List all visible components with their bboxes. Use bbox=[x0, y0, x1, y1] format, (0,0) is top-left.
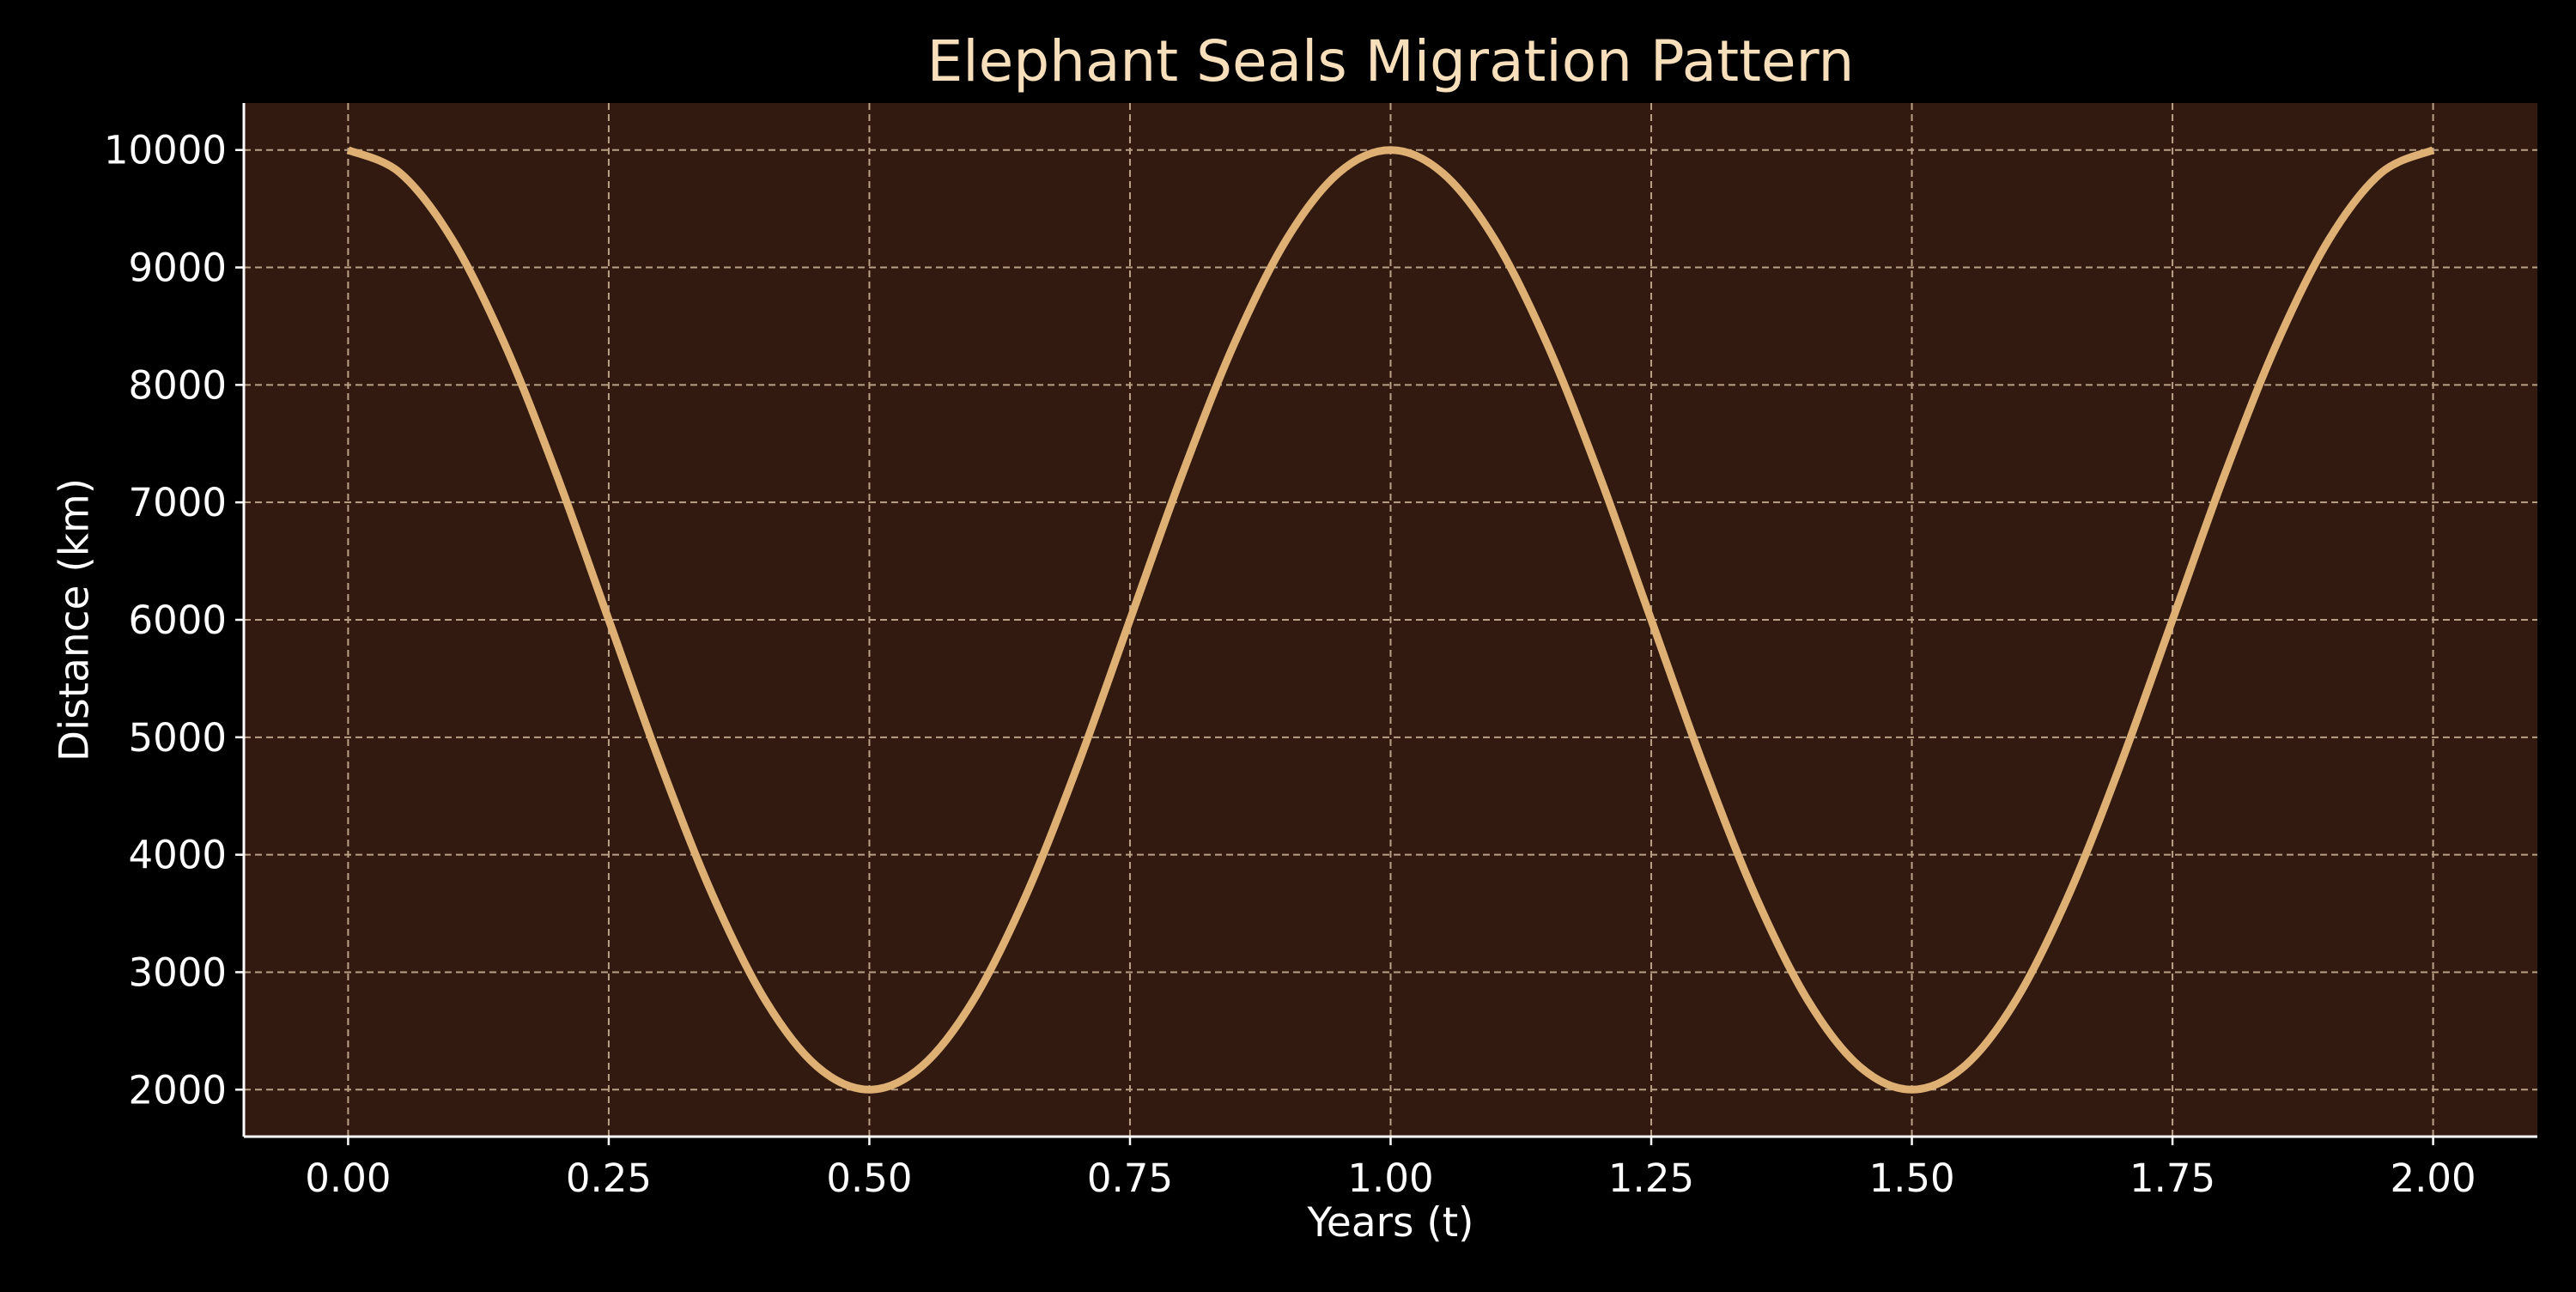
chart-title: Elephant Seals Migration Pattern bbox=[927, 28, 1855, 94]
x-axis-label: Years (t) bbox=[1306, 1199, 1473, 1247]
x-tick-label: 2.00 bbox=[2390, 1156, 2476, 1201]
y-tick-label: 6000 bbox=[128, 597, 227, 643]
ticks: 0.00 0.25 0.50 0.75 1.00 1.25 1.50 1.75 2.00 2000… bbox=[104, 128, 2476, 1201]
y-tick-label: 8000 bbox=[128, 362, 227, 408]
y-tick-label: 5000 bbox=[128, 715, 227, 761]
x-tick-label: 1.25 bbox=[1608, 1156, 1694, 1201]
y-tick-label: 2000 bbox=[128, 1067, 227, 1113]
grid bbox=[244, 103, 2537, 1137]
x-tick-label: 0.75 bbox=[1087, 1156, 1173, 1201]
y-axis-label: Distance (km) bbox=[51, 478, 98, 761]
x-tick-label: 1.00 bbox=[1347, 1156, 1433, 1201]
x-tick-label: 0.50 bbox=[826, 1156, 912, 1201]
x-tick-label: 1.75 bbox=[2129, 1156, 2215, 1201]
x-tick-label: 0.00 bbox=[305, 1156, 391, 1201]
y-tick-label: 10000 bbox=[104, 128, 227, 173]
series-layer bbox=[346, 146, 2435, 1094]
x-tick-label: 0.25 bbox=[566, 1156, 652, 1201]
y-tick-label: 7000 bbox=[128, 480, 227, 525]
x-tick-label: 1.50 bbox=[1868, 1156, 1954, 1201]
y-tick-label: 4000 bbox=[128, 833, 227, 878]
series-line-0 bbox=[346, 146, 2435, 1094]
y-tick-label: 3000 bbox=[128, 949, 227, 995]
y-tick-label: 9000 bbox=[128, 246, 227, 291]
